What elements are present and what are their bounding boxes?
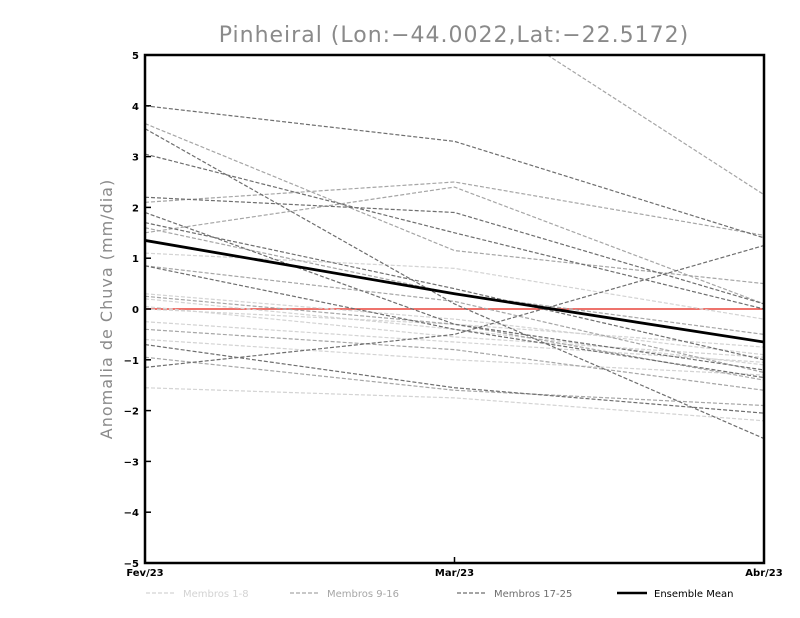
y-tick-label: −4 xyxy=(124,508,139,519)
member-line-13 xyxy=(145,328,764,391)
series-lines xyxy=(145,55,764,440)
legend-label: Ensemble Mean xyxy=(654,589,733,600)
x-tick-label: Abr/23 xyxy=(745,568,782,579)
member-line-2 xyxy=(145,298,764,366)
member-line-6 xyxy=(145,305,764,358)
legend-item: Membros 1-8 xyxy=(146,589,249,600)
member-line-4 xyxy=(145,387,764,422)
member-line-8 xyxy=(145,308,764,348)
y-tick-label: 5 xyxy=(132,51,139,62)
y-tick-label: 0 xyxy=(132,305,139,316)
member-line-3 xyxy=(145,338,764,376)
member-line-1 xyxy=(145,293,764,356)
ensemble-mean-line xyxy=(145,239,764,344)
member-line-17 xyxy=(145,105,764,239)
y-axis-label: Anomalia de Chuva (mm/dia) xyxy=(97,179,116,439)
legend: Membros 1-8 Membros 9-16 Membros 17-25 Ense… xyxy=(146,589,733,600)
y-tick-label: 3 xyxy=(132,153,139,164)
legend-label: Membros 17-25 xyxy=(494,589,572,600)
legend-item: Membros 17-25 xyxy=(457,589,572,600)
member-line-16 xyxy=(145,265,764,374)
member-line-14 xyxy=(145,295,764,381)
member-line-extra xyxy=(547,55,764,196)
y-axis-ticks: 5 4 3 2 1 0 −1 −2 −3 −4 −5 xyxy=(124,51,151,570)
member-line-11 xyxy=(145,186,764,305)
x-tick-label: Fev/23 xyxy=(126,568,163,579)
legend-item: Ensemble Mean xyxy=(617,589,733,600)
y-tick-label: −1 xyxy=(124,356,139,367)
member-line-19 xyxy=(145,153,764,310)
member-line-22 xyxy=(145,222,764,361)
member-line-24 xyxy=(145,244,764,369)
legend-item: Membros 9-16 xyxy=(290,589,399,600)
y-tick-label: −5 xyxy=(124,559,139,570)
member-line-15 xyxy=(145,227,764,335)
member-line-25 xyxy=(145,343,764,414)
x-tick-label: Mar/23 xyxy=(435,568,474,579)
y-tick-label: 1 xyxy=(132,254,139,265)
member-line-9 xyxy=(145,181,764,236)
legend-label: Membros 9-16 xyxy=(327,589,399,600)
member-line-10 xyxy=(145,123,764,285)
y-tick-label: 4 xyxy=(132,102,139,113)
y-tick-label: −2 xyxy=(124,407,139,418)
x-axis-ticks: Fev/23 Mar/23 Abr/23 xyxy=(126,557,783,579)
member-line-12 xyxy=(145,356,764,407)
member-line-20 xyxy=(145,196,764,305)
member-line-21 xyxy=(145,211,764,371)
member-line-7 xyxy=(145,321,764,363)
member-line-18 xyxy=(145,128,764,440)
member-line-23 xyxy=(145,265,764,379)
y-tick-label: −3 xyxy=(124,457,139,468)
legend-label: Membros 1-8 xyxy=(183,589,249,600)
chart-title: Pinheiral (Lon:−44.0022,Lat:−22.5172) xyxy=(219,23,690,48)
y-tick-label: 2 xyxy=(132,203,139,214)
